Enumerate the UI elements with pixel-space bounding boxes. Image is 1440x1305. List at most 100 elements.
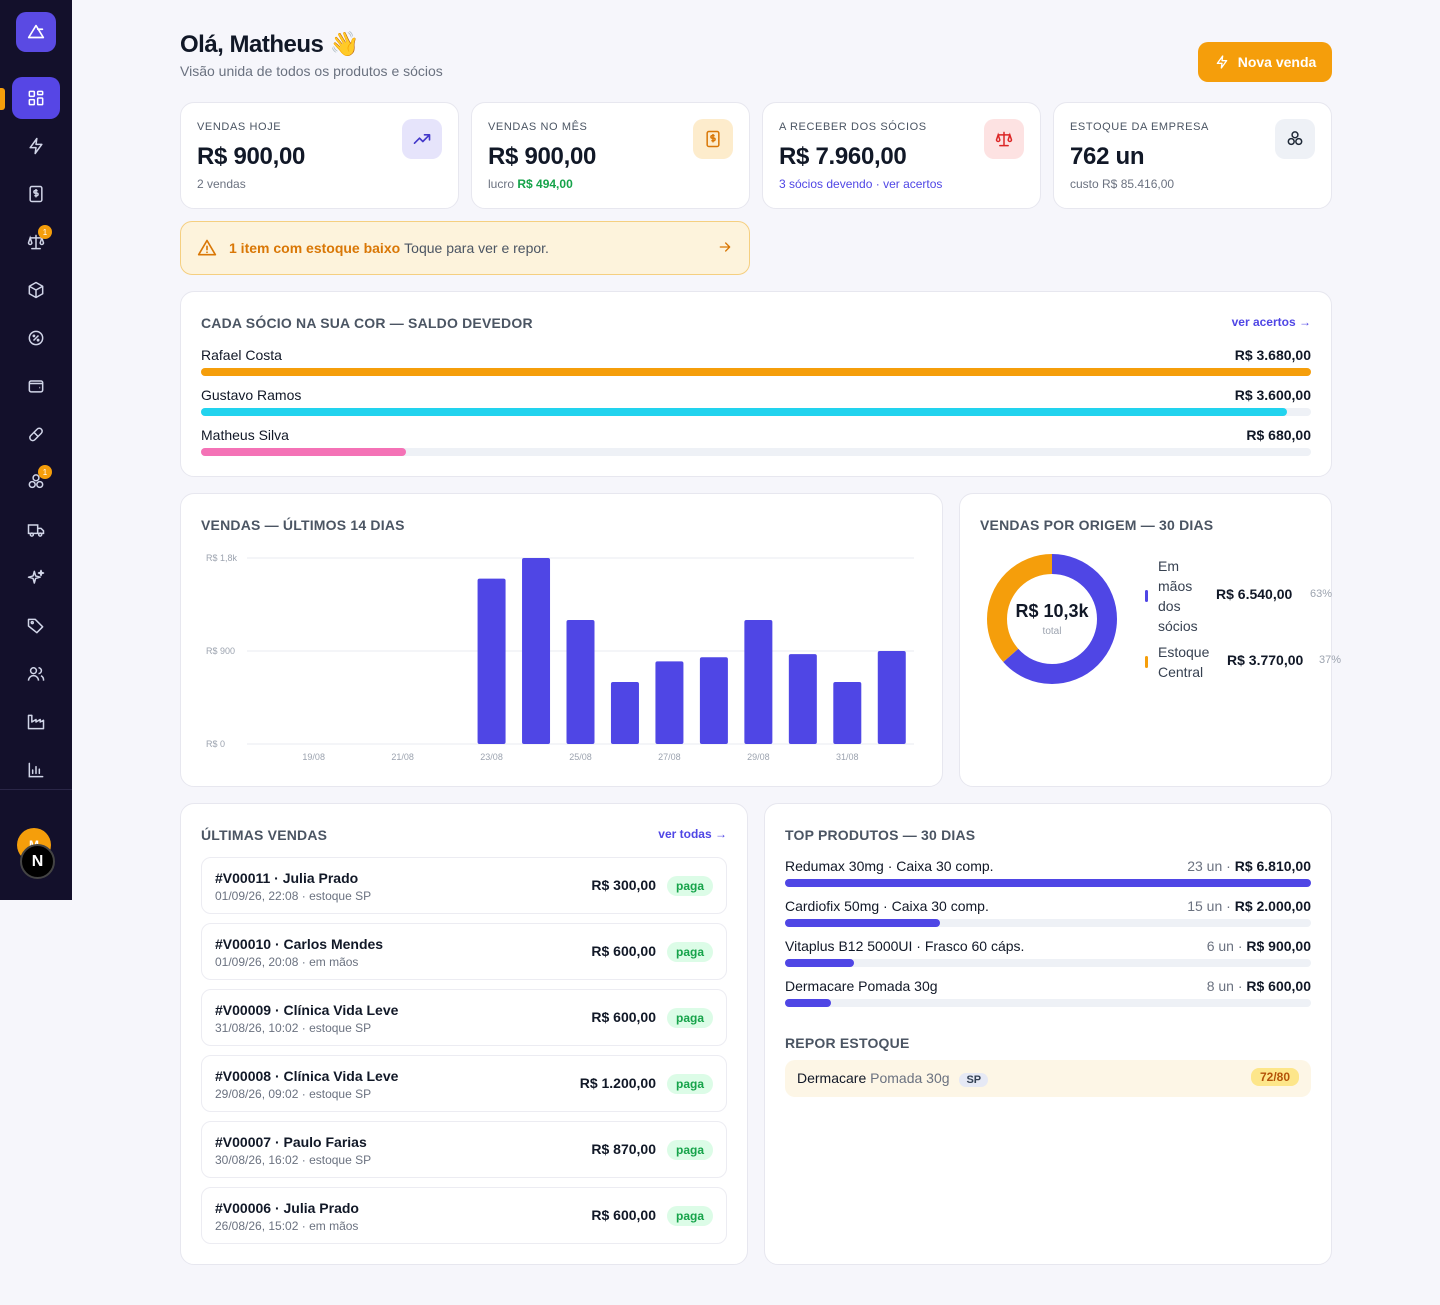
chart-bar[interactable] [610,682,639,744]
see-settlements-link[interactable]: ver acertos → [1231,315,1311,329]
tag-icon [27,618,44,634]
chart-title: VENDAS POR ORIGEM — 30 DIAS [980,517,1214,533]
section-title: ÚLTIMAS VENDAS [201,827,328,843]
restock-product-name: Dermacare [797,1070,867,1086]
legend-name: Em mãos dos sócios [1158,558,1198,634]
chart-bar[interactable] [566,620,595,744]
package-icon [28,281,44,299]
low-stock-alert[interactable]: 1 item com estoque baixo Toque para ver … [180,221,750,275]
receipt-icon [29,185,43,203]
sidebar-item-discounts[interactable] [12,317,60,359]
scale-icon [27,234,45,250]
sidebar-item-wallet[interactable] [12,365,60,407]
kpi-label: A RECEBER DOS SÓCIOS [779,121,927,133]
sale-title: #V00011 · Julia Prado [215,870,359,886]
sidebar-item-factory[interactable] [12,701,60,743]
chart-bar[interactable] [877,651,906,744]
alert-text: Toque para ver e repor. [404,240,549,256]
partner-bar-track [201,448,1311,456]
sale-title: #V00007 · Paulo Farias [215,1134,367,1150]
product-name: Cardiofix 50mg · Caixa 30 comp. [785,898,989,914]
sale-title: #V00006 · Julia Prado [215,1200,359,1216]
sidebar-item-dashboard[interactable] [12,77,60,119]
sale-title: #V00009 · Clínica Vida Leve [215,1002,399,1018]
trending-up-icon [413,134,431,144]
partner-bar-track [201,368,1311,376]
sale-meta: 29/08/26, 09:02 · estoque SP [215,1087,372,1101]
user-avatar[interactable]: N [20,844,55,879]
sale-row[interactable]: #V00010 · Carlos Mendes 01/09/26, 20:08 ·… [201,923,727,980]
boxes-icon [1287,131,1303,146]
chart-bar[interactable] [744,620,773,744]
product-stats: 6 un · R$ 900,00 [1207,938,1311,954]
new-sale-label: Nova venda [1237,54,1317,70]
product-value: R$ 6.810,00 [1234,858,1311,874]
sidebar-item-partners[interactable]: 1 [12,221,60,263]
sidebar-item-delivery[interactable] [12,509,60,551]
partner-name: Matheus Silva [201,427,289,443]
sale-title: #V00010 · Carlos Mendes [215,936,384,952]
chart-bar[interactable] [699,657,728,744]
sale-meta: 01/09/26, 22:08 · estoque SP [215,889,372,903]
sale-row[interactable]: #V00007 · Paulo Farias 30/08/26, 16:02 · … [201,1121,727,1178]
product-bar-track [785,959,1311,967]
sidebar-item-users[interactable] [12,653,60,695]
kpi-receivable[interactable]: A RECEBER DOS SÓCIOS R$ 7.960,00 3 sócio… [762,102,1041,209]
restock-item[interactable]: Dermacare Pomada 30g SP 72/80 [785,1060,1311,1097]
truck-icon [27,524,45,537]
kpi-sales-month[interactable]: VENDAS NO MÊS R$ 900,00 lucro R$ 494,00 [471,102,750,209]
sidebar-item-medicines[interactable] [12,413,60,455]
sidebar-item-reports[interactable] [12,749,60,791]
kpi-sub-link[interactable]: 3 sócios devendo · ver acertos [779,177,943,191]
sidebar-item-finance[interactable] [12,173,60,215]
donut-slice[interactable] [987,554,1117,684]
see-all-link[interactable]: ver todas → [658,827,727,841]
product-name: Vitaplus B12 5000UI · Frasco 60 cáps. [785,938,1025,954]
sale-row[interactable]: #V00008 · Clínica Vida Leve 29/08/26, 09:… [201,1055,727,1112]
origin-chart-card: VENDAS POR ORIGEM — 30 DIAS R$ 10,3k tota… [959,493,1341,787]
profit-value: R$ 494,00 [517,177,573,191]
users-icon [27,667,45,681]
legend-name: Estoque Central [1158,644,1210,680]
active-indicator [0,88,5,110]
chart-bar[interactable] [477,578,506,744]
lightning-icon [29,137,43,155]
restock-variant: Pomada 30g [870,1070,950,1086]
chart-bar[interactable] [833,682,862,744]
kpi-sales-today[interactable]: VENDAS HOJE R$ 900,00 2 vendas [180,102,459,209]
product-units: 23 un · [1187,858,1231,874]
restock-product: Dermacare Pomada 30g SP [797,1070,989,1087]
sidebar-item-sales[interactable] [12,125,60,167]
chart-bar[interactable] [655,661,684,744]
product-bar-track [785,919,1311,927]
kpi-stock[interactable]: ESTOQUE DA EMPRESA 762 un custo R$ 85.41… [1053,102,1332,209]
product-value: R$ 900,00 [1246,938,1311,954]
sidebar-item-products[interactable] [12,269,60,311]
logo-icon [27,24,45,39]
legend-value: R$ 6.540,00 [1216,586,1293,602]
chart-bar[interactable] [522,558,551,744]
arrow-right-icon [719,242,731,252]
product-value: R$ 600,00 [1246,978,1311,994]
sidebar-item-ai[interactable] [12,557,60,599]
partner-bar-fill [201,408,1287,416]
sale-meta: 26/08/26, 15:02 · em mãos [215,1219,359,1233]
partner-name: Rafael Costa [201,347,282,363]
lightning-icon [1216,55,1228,69]
sale-row[interactable]: #V00006 · Julia Prado 26/08/26, 15:02 · e… [201,1187,727,1244]
sale-meta: 30/08/26, 16:02 · estoque SP [215,1153,372,1167]
app-logo[interactable] [16,12,56,52]
kpi-value: R$ 7.960,00 [779,143,907,170]
legend-percent: 37% [1319,654,1342,666]
new-sale-button[interactable]: Nova venda [1198,42,1332,82]
restock-location-tag: SP [959,1073,989,1087]
top-products-card: TOP PRODUTOS — 30 DIAS Redumax 30mg · Ca… [764,803,1332,1265]
chart-bar[interactable] [788,654,817,744]
sale-row[interactable]: #V00009 · Clínica Vida Leve 31/08/26, 10:… [201,989,727,1046]
donut-center-label: total [1043,626,1062,637]
sidebar-item-tags[interactable] [12,605,60,647]
sale-row[interactable]: #V00011 · Julia Prado 01/09/26, 22:08 · e… [201,857,727,914]
sidebar-item-stock[interactable]: 1 [12,461,60,503]
latest-sales-card: ÚLTIMAS VENDAS ver todas → #V00011 · Jul… [180,803,748,1265]
donut-center-value: R$ 10,3k [1015,601,1089,621]
